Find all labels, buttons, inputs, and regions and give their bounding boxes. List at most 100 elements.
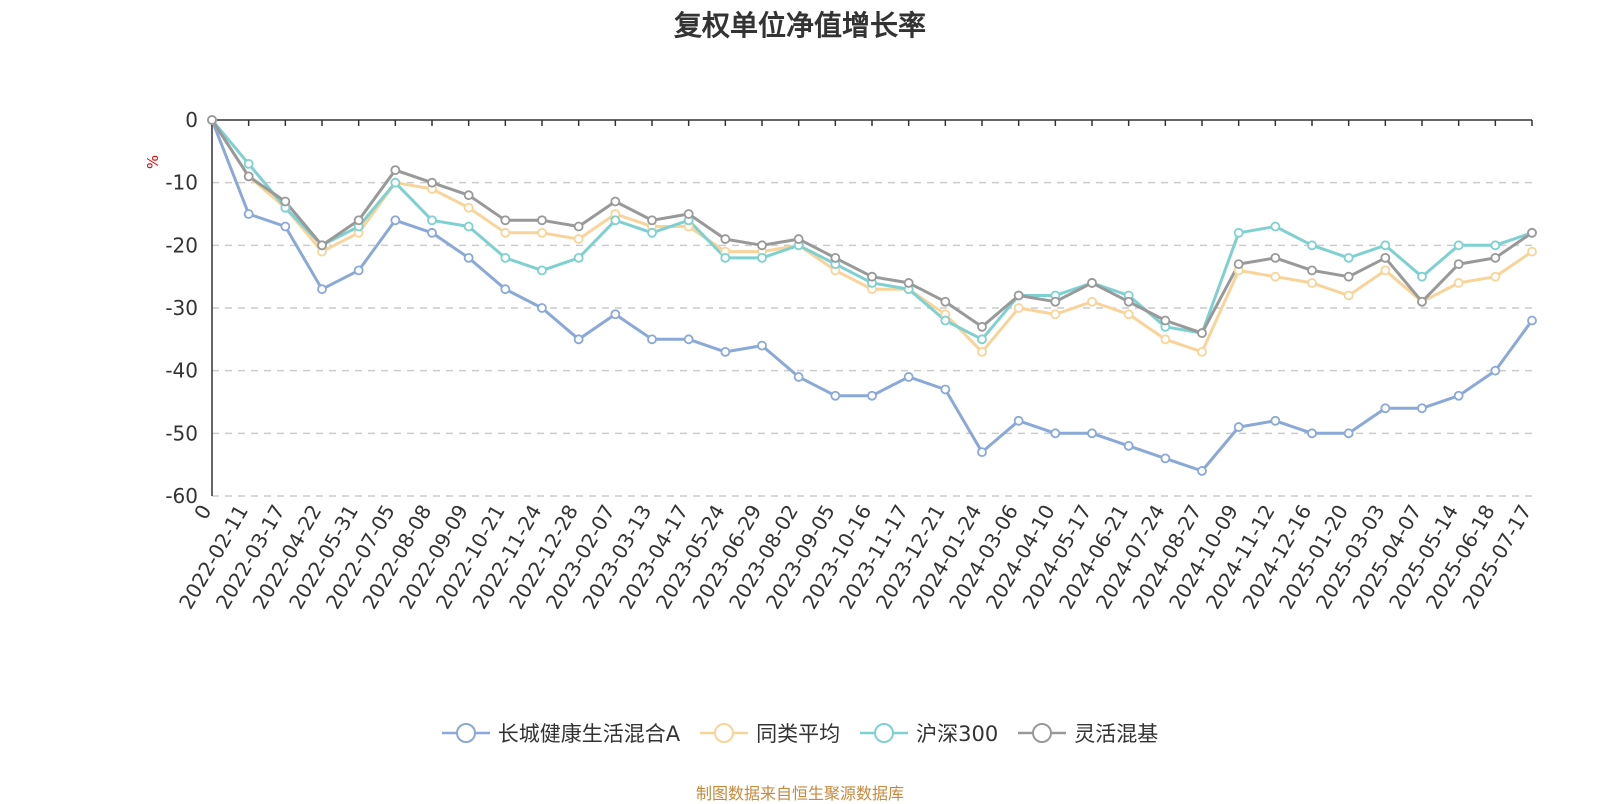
y-tick-label: -50 bbox=[165, 421, 198, 445]
data-point bbox=[390, 165, 401, 176]
axes: 0-10-20-30-40-50-6002022-02-112022-03-17… bbox=[165, 108, 1536, 613]
data-point bbox=[1013, 290, 1024, 301]
data-point bbox=[243, 209, 254, 219]
legend-label: 同类平均 bbox=[756, 722, 841, 746]
data-point bbox=[1233, 227, 1244, 238]
data-point bbox=[243, 171, 254, 182]
data-point bbox=[1233, 259, 1244, 270]
data-point bbox=[940, 296, 951, 307]
data-point bbox=[867, 271, 877, 282]
data-point bbox=[537, 215, 547, 226]
legend-label: 沪深300 bbox=[916, 722, 999, 746]
data-point bbox=[647, 215, 657, 226]
y-tick-label: 0 bbox=[185, 108, 198, 132]
data-point bbox=[610, 196, 621, 207]
data-point bbox=[207, 115, 217, 125]
data-point bbox=[1160, 453, 1171, 464]
y-tick-label: -10 bbox=[165, 171, 198, 195]
data-point bbox=[463, 202, 474, 213]
data-point bbox=[500, 227, 511, 238]
data-point bbox=[390, 215, 401, 226]
data-point bbox=[1123, 440, 1134, 451]
data-point bbox=[1417, 296, 1427, 307]
data-point bbox=[1343, 290, 1354, 301]
y-tick-label: -20 bbox=[165, 233, 198, 257]
data-point bbox=[1197, 346, 1207, 357]
series-line-2 bbox=[210, 118, 1534, 341]
legend-item-0[interactable]: 长城健康生活混合A bbox=[441, 718, 681, 748]
data-point bbox=[1417, 271, 1427, 282]
data-point bbox=[500, 284, 511, 295]
data-point bbox=[390, 177, 401, 188]
data-point bbox=[610, 309, 621, 320]
data-point bbox=[1307, 265, 1317, 276]
data-point bbox=[1490, 271, 1501, 282]
data-point bbox=[757, 340, 767, 351]
legend-item-1[interactable]: 同类平均 bbox=[700, 718, 840, 748]
legend-line-circle-icon bbox=[441, 723, 490, 743]
data-point bbox=[1380, 265, 1391, 276]
data-point bbox=[757, 240, 767, 251]
data-point bbox=[1527, 246, 1537, 257]
data-point bbox=[500, 252, 511, 263]
data-point bbox=[1123, 309, 1134, 320]
data-point bbox=[463, 221, 474, 232]
data-point bbox=[830, 390, 841, 401]
data-point bbox=[537, 227, 547, 238]
y-tick-label: -60 bbox=[165, 484, 198, 508]
y-tick-label: -40 bbox=[165, 359, 198, 383]
data-point bbox=[1307, 428, 1317, 439]
data-point bbox=[1380, 403, 1391, 414]
data-point bbox=[1050, 296, 1061, 307]
data-point bbox=[1453, 278, 1464, 288]
data-point bbox=[1197, 328, 1207, 338]
data-point bbox=[353, 265, 364, 276]
data-point bbox=[647, 227, 657, 238]
data-point bbox=[427, 227, 437, 238]
data-point bbox=[1307, 240, 1317, 251]
data-point bbox=[1013, 415, 1024, 426]
y-axis-unit-label: % bbox=[144, 155, 162, 169]
data-point bbox=[280, 196, 291, 207]
data-point bbox=[683, 209, 694, 219]
data-point bbox=[1380, 252, 1391, 263]
data-point bbox=[1527, 227, 1537, 238]
legend-line-circle-icon bbox=[860, 723, 909, 743]
data-source-note: 制图数据来自恒生聚源数据库 bbox=[695, 784, 904, 803]
data-point bbox=[1087, 428, 1097, 439]
y-tick-label: -30 bbox=[165, 296, 198, 320]
data-point bbox=[1050, 309, 1061, 320]
data-point bbox=[903, 278, 914, 288]
data-point bbox=[1270, 415, 1281, 426]
data-point bbox=[280, 221, 291, 232]
data-point bbox=[1380, 240, 1391, 251]
data-point bbox=[1013, 303, 1024, 313]
legend-item-3[interactable]: 灵活混基 bbox=[1018, 718, 1158, 748]
data-point bbox=[1453, 259, 1464, 270]
x-tick-label: 0 bbox=[189, 501, 216, 524]
data-point bbox=[977, 321, 987, 332]
data-point bbox=[977, 346, 987, 357]
data-point bbox=[500, 215, 511, 226]
data-point bbox=[1527, 315, 1537, 326]
legend-label: 长城健康生活混合A bbox=[497, 722, 681, 746]
data-point bbox=[1343, 271, 1354, 282]
legend-line-circle-icon bbox=[700, 723, 749, 743]
data-point bbox=[1453, 240, 1464, 251]
data-point bbox=[463, 190, 474, 201]
data-point bbox=[1087, 296, 1097, 307]
data-point bbox=[1160, 315, 1171, 326]
data-point bbox=[1453, 390, 1464, 401]
data-point bbox=[463, 252, 474, 263]
legend-item-2[interactable]: 沪深300 bbox=[860, 718, 998, 748]
data-point bbox=[720, 346, 731, 357]
data-point bbox=[1270, 252, 1281, 263]
data-point bbox=[830, 252, 841, 263]
data-point bbox=[610, 215, 621, 226]
data-point bbox=[683, 334, 694, 345]
data-point bbox=[977, 447, 987, 458]
data-point bbox=[1490, 240, 1501, 251]
data-point bbox=[537, 303, 547, 313]
data-point bbox=[720, 252, 731, 263]
data-point bbox=[720, 234, 731, 244]
